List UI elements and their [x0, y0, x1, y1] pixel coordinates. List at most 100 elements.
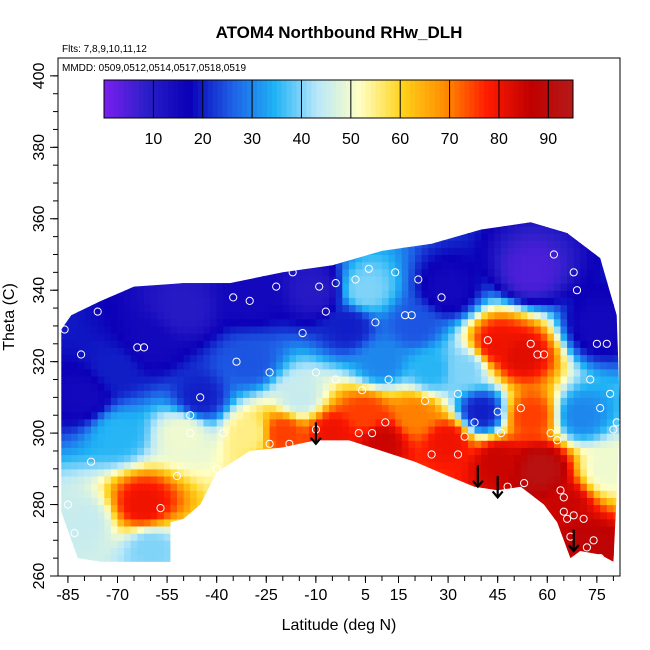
heatmap-cell: [415, 547, 423, 556]
heatmap-cell: [342, 518, 350, 527]
heatmap-cell: [110, 240, 119, 248]
heatmap-cell: [527, 304, 535, 313]
heatmap-cell: [216, 354, 224, 363]
heatmap-cell: [269, 275, 277, 284]
heatmap-cell: [534, 333, 542, 341]
heatmap-cell: [580, 554, 588, 562]
heatmap-cell: [84, 490, 92, 498]
colorbar-segment: [548, 80, 554, 118]
heatmap-cell: [130, 275, 138, 284]
heatmap-cell: [61, 325, 66, 334]
heatmap-cell: [124, 368, 132, 377]
heatmap-cell: [329, 254, 337, 263]
heatmap-cell: [256, 390, 264, 398]
heatmap-cell: [600, 225, 608, 234]
heatmap-cell: [553, 511, 562, 520]
observation-point: [186, 429, 195, 438]
heatmap-cell: [203, 397, 211, 406]
heatmap-cell: [137, 554, 145, 562]
heatmap-cell: [203, 404, 211, 413]
observation-point: [579, 514, 588, 523]
heatmap-cell: [586, 233, 595, 241]
heatmap-cell: [448, 318, 456, 327]
heatmap-cell: [501, 426, 509, 434]
heatmap-cell: [454, 283, 462, 291]
heatmap-cell: [454, 561, 462, 562]
heatmap-cell: [507, 426, 515, 434]
heatmap-cell: [322, 240, 330, 248]
heatmap-cell: [329, 290, 337, 298]
heatmap-cell: [61, 547, 66, 556]
heatmap-cell: [388, 390, 396, 398]
heatmap-cell: [401, 268, 409, 277]
heatmap-cell: [547, 440, 555, 448]
heatmap-cell: [282, 547, 290, 556]
heatmap-cell: [263, 540, 271, 548]
heatmap-cell: [97, 390, 105, 398]
observation-point: [503, 482, 512, 491]
heatmap-cell: [461, 254, 469, 263]
heatmap-cell: [481, 433, 489, 441]
heatmap-cell: [289, 268, 297, 277]
heatmap-cell: [573, 375, 581, 384]
heatmap-cell: [229, 461, 238, 470]
heatmap-cell: [315, 354, 324, 363]
heatmap-cell: [586, 497, 595, 506]
heatmap-cell: [454, 554, 462, 562]
heatmap-cell: [600, 297, 608, 306]
heatmap-cell: [289, 304, 297, 313]
heatmap-cell: [501, 468, 509, 477]
heatmap-cell: [547, 390, 555, 398]
heatmap-cell: [527, 354, 535, 363]
heatmap-cell: [256, 454, 264, 463]
heatmap-cell: [269, 561, 277, 562]
heatmap-cell: [282, 533, 290, 541]
heatmap-cell: [190, 290, 198, 298]
heatmap-cell: [441, 254, 449, 263]
heatmap-cell: [547, 540, 555, 548]
heatmap-cell: [534, 533, 542, 541]
heatmap-cell: [474, 390, 482, 398]
heatmap-cell: [553, 547, 562, 556]
heatmap-cell: [329, 411, 337, 420]
heatmap-cell: [196, 222, 204, 227]
heatmap-cell: [580, 483, 588, 491]
heatmap-cell: [183, 533, 191, 541]
heatmap-cell: [395, 361, 403, 370]
heatmap-cell: [249, 411, 257, 420]
heatmap-cell: [256, 476, 264, 484]
heatmap-cell: [580, 468, 588, 477]
heatmap-cell: [600, 390, 608, 398]
heatmap-cell: [606, 468, 614, 477]
heatmap-cell: [315, 511, 324, 520]
heatmap-cell: [527, 418, 535, 427]
heatmap-cell: [421, 454, 429, 463]
heatmap-cell: [282, 225, 290, 234]
heatmap-cell: [137, 222, 145, 227]
heatmap-cell: [355, 554, 363, 562]
heatmap-cell: [150, 247, 158, 255]
heatmap-cell: [210, 268, 218, 277]
heatmap-cell: [567, 222, 575, 227]
heatmap-cell: [97, 561, 105, 562]
heatmap-cell: [342, 275, 350, 284]
heatmap-cell: [441, 547, 449, 556]
colorbar-segment: [153, 80, 159, 118]
heatmap-cell: [163, 283, 171, 291]
heatmap-cell: [256, 540, 264, 548]
heatmap-cell: [302, 511, 310, 520]
heatmap-cell: [137, 268, 145, 277]
heatmap-cell: [362, 426, 370, 434]
heatmap-cell: [520, 490, 528, 498]
heatmap-cell: [71, 318, 79, 327]
heatmap-cell: [130, 468, 138, 477]
heatmap-cell: [64, 561, 72, 562]
heatmap-cell: [547, 383, 555, 391]
heatmap-cell: [514, 254, 522, 263]
heatmap-cell: [77, 497, 85, 506]
heatmap-cell: [415, 333, 423, 341]
heatmap-cell: [210, 347, 218, 356]
heatmap-cell: [183, 511, 191, 520]
heatmap-cell: [130, 504, 138, 513]
heatmap-cell: [263, 290, 271, 298]
